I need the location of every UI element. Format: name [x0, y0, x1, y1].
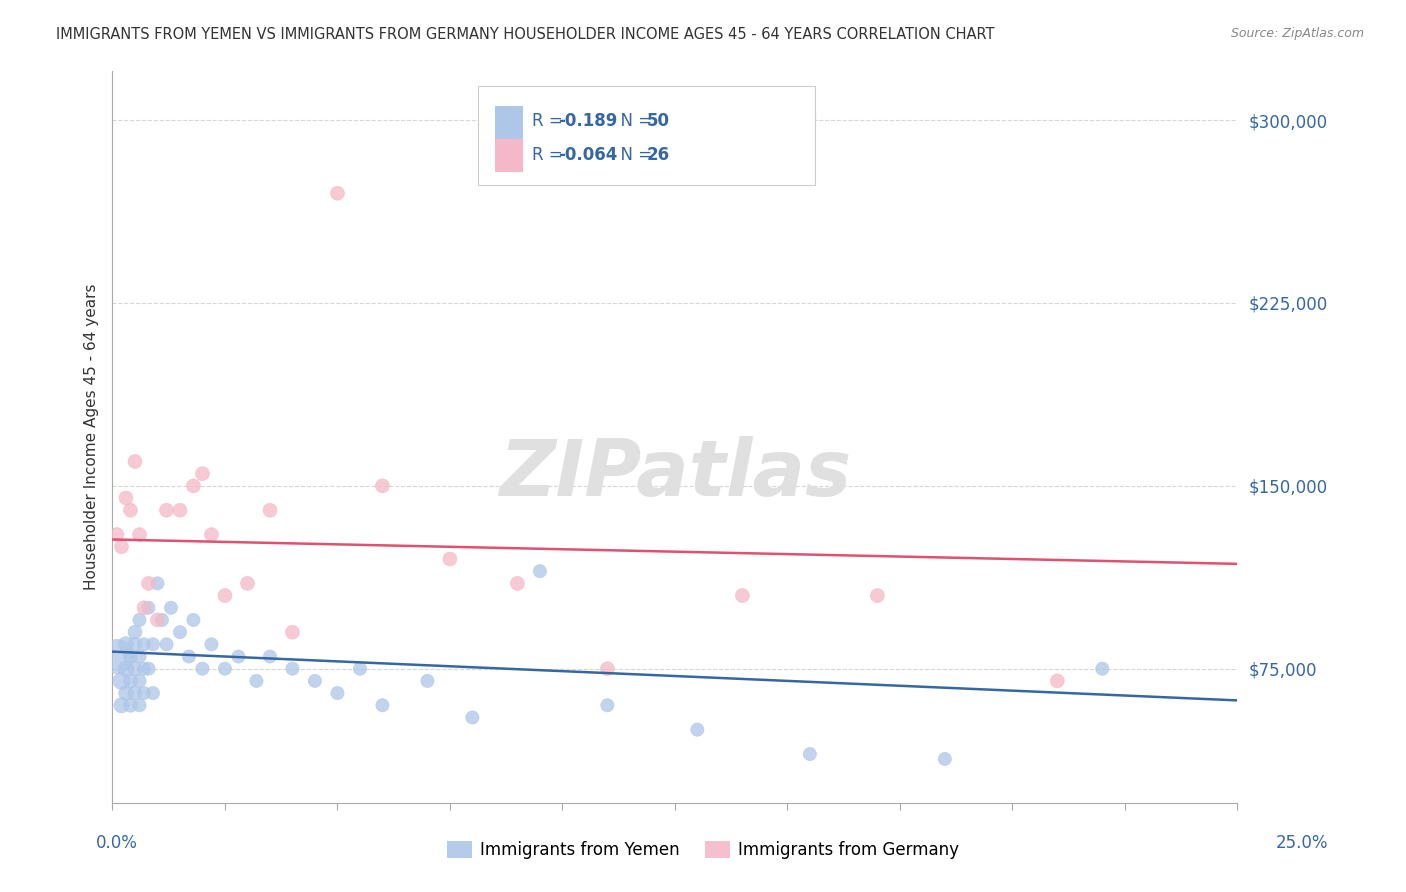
Point	[169, 625, 191, 640]
Point	[183, 613, 205, 627]
Point	[132, 662, 155, 676]
Point	[183, 479, 205, 493]
Point	[934, 752, 956, 766]
Text: N =: N =	[610, 112, 657, 130]
Point	[120, 673, 142, 688]
Point	[115, 686, 138, 700]
Point	[439, 552, 461, 566]
Point	[120, 503, 142, 517]
Point	[259, 503, 281, 517]
Point	[146, 613, 169, 627]
Text: 26: 26	[647, 146, 669, 164]
Point	[132, 600, 155, 615]
Point	[228, 649, 250, 664]
Point	[138, 662, 160, 676]
Text: 0.0%: 0.0%	[96, 834, 138, 852]
Point	[120, 649, 142, 664]
Point	[132, 637, 155, 651]
Point	[371, 698, 394, 713]
Point	[128, 613, 150, 627]
Point	[124, 662, 146, 676]
Point	[596, 698, 619, 713]
Y-axis label: Householder Income Ages 45 - 64 years: Householder Income Ages 45 - 64 years	[83, 284, 98, 591]
Point	[304, 673, 326, 688]
Point	[686, 723, 709, 737]
Point	[416, 673, 439, 688]
Text: 50: 50	[647, 112, 669, 130]
Point	[105, 649, 128, 664]
Point	[214, 662, 236, 676]
Point	[1091, 662, 1114, 676]
Point	[150, 613, 173, 627]
Point	[371, 479, 394, 493]
Point	[529, 564, 551, 578]
Point	[281, 662, 304, 676]
Point	[191, 662, 214, 676]
Text: IMMIGRANTS FROM YEMEN VS IMMIGRANTS FROM GERMANY HOUSEHOLDER INCOME AGES 45 - 64: IMMIGRANTS FROM YEMEN VS IMMIGRANTS FROM…	[56, 27, 994, 42]
Point	[731, 589, 754, 603]
Point	[142, 637, 165, 651]
Point	[461, 710, 484, 724]
Point	[1046, 673, 1069, 688]
Point	[326, 686, 349, 700]
Point	[128, 673, 150, 688]
Text: -0.189: -0.189	[558, 112, 617, 130]
Point	[281, 625, 304, 640]
Point	[200, 637, 222, 651]
Point	[124, 625, 146, 640]
Text: N =: N =	[610, 146, 657, 164]
Point	[110, 673, 132, 688]
Point	[169, 503, 191, 517]
Text: -0.064: -0.064	[558, 146, 617, 164]
Point	[799, 747, 821, 761]
Point	[124, 637, 146, 651]
Point	[120, 698, 142, 713]
Point	[128, 649, 150, 664]
Point	[177, 649, 200, 664]
Point	[115, 662, 138, 676]
Point	[155, 637, 177, 651]
Point	[115, 637, 138, 651]
Text: 25.0%: 25.0%	[1277, 834, 1329, 852]
Point	[142, 686, 165, 700]
FancyBboxPatch shape	[478, 86, 815, 185]
Point	[200, 527, 222, 541]
Point	[124, 686, 146, 700]
Point	[146, 576, 169, 591]
Point	[115, 491, 138, 505]
Point	[349, 662, 371, 676]
Text: ZIPatlas: ZIPatlas	[499, 435, 851, 512]
Point	[236, 576, 259, 591]
Point	[110, 698, 132, 713]
Point	[128, 698, 150, 713]
Point	[132, 686, 155, 700]
Point	[326, 186, 349, 201]
Point	[191, 467, 214, 481]
Point	[866, 589, 889, 603]
Point	[506, 576, 529, 591]
Point	[214, 589, 236, 603]
Point	[110, 540, 132, 554]
FancyBboxPatch shape	[495, 139, 523, 172]
Point	[160, 600, 183, 615]
Text: R =: R =	[531, 146, 568, 164]
Point	[596, 662, 619, 676]
Point	[259, 649, 281, 664]
Point	[128, 527, 150, 541]
Text: R =: R =	[531, 112, 568, 130]
Text: Source: ZipAtlas.com: Source: ZipAtlas.com	[1230, 27, 1364, 40]
FancyBboxPatch shape	[495, 106, 523, 138]
Point	[105, 527, 128, 541]
Legend: Immigrants from Yemen, Immigrants from Germany: Immigrants from Yemen, Immigrants from G…	[439, 833, 967, 868]
Point	[138, 576, 160, 591]
Point	[138, 600, 160, 615]
Point	[124, 454, 146, 468]
Point	[245, 673, 267, 688]
Point	[155, 503, 177, 517]
